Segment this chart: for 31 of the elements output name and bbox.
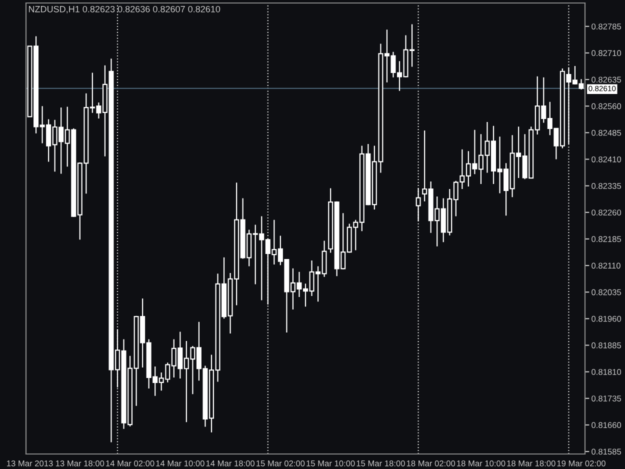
y-tick-label: 0.81810 bbox=[592, 369, 622, 375]
x-tick-label: 18 Mar 02:00 bbox=[406, 460, 456, 466]
x-tick-label: 15 Mar 10:00 bbox=[306, 460, 355, 466]
y-tick-label: 0.82110 bbox=[592, 262, 620, 269]
x-tick-label: 15 Mar 18:00 bbox=[356, 460, 405, 466]
y-tick-label: 0.82485 bbox=[592, 130, 622, 136]
y-tick-label: 0.82185 bbox=[592, 236, 622, 242]
x-tick-label: 15 Mar 02:00 bbox=[256, 460, 305, 466]
y-tick-label: 0.82410 bbox=[592, 156, 622, 162]
y-tick-label: 0.82335 bbox=[592, 183, 622, 189]
y-tick-label: 0.81885 bbox=[592, 342, 622, 348]
x-tick-label: 14 Mar 02:00 bbox=[106, 460, 154, 466]
x-tick-label: 14 Mar 10:00 bbox=[156, 460, 204, 466]
y-tick-label: 0.82035 bbox=[592, 289, 622, 296]
candlestick bbox=[416, 188, 421, 222]
y-tick-label: 0.81660 bbox=[592, 422, 622, 428]
y-tick-label: 0.82635 bbox=[592, 76, 622, 83]
chart-title: NZDUSD,H1 0.82623 0.82636 0.82607 0.82610 bbox=[28, 6, 220, 14]
y-tick-label: 0.82710 bbox=[592, 50, 622, 56]
y-tick-label: 0.81960 bbox=[592, 316, 622, 322]
y-tick-label: 0.82560 bbox=[592, 103, 622, 110]
x-tick-label: 18 Mar 10:00 bbox=[457, 460, 506, 466]
y-tick-label: 0.81585 bbox=[592, 448, 622, 455]
x-tick-label: 14 Mar 18:00 bbox=[206, 460, 255, 466]
x-tick-label: 18 Mar 18:00 bbox=[507, 460, 556, 466]
x-tick-label: 13 Mar 18:00 bbox=[56, 460, 104, 466]
y-tick-label: 0.82260 bbox=[592, 210, 622, 216]
y-tick-label: 0.82785 bbox=[592, 24, 622, 30]
x-tick-label: 13 Mar 2013 bbox=[7, 460, 53, 466]
y-tick-label: 0.81735 bbox=[592, 396, 622, 402]
x-tick-label: 19 Mar 02:00 bbox=[557, 460, 606, 466]
